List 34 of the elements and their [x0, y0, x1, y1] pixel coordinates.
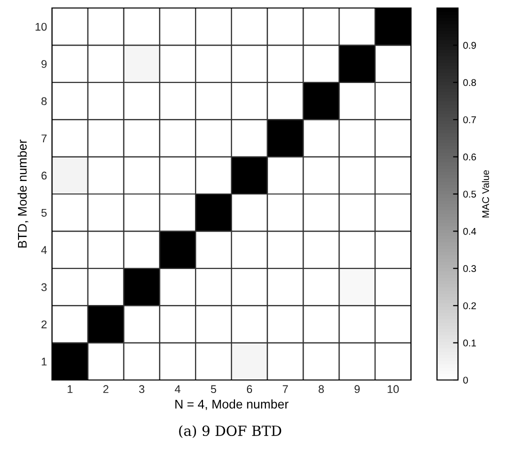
- y-tick-label: 6: [42, 172, 47, 180]
- y-tick-label: 4: [41, 246, 47, 254]
- x-tick-label: 2: [103, 385, 108, 393]
- color-bar-label: 0.8: [463, 79, 476, 86]
- color-bar-label: 0.3: [463, 265, 476, 272]
- y-tick-label: 10: [36, 22, 47, 31]
- x-tick-label: 4: [174, 385, 180, 393]
- x-tick-label: 10: [388, 385, 399, 394]
- y-tick-label: 9: [41, 60, 47, 68]
- x-tick-label: 9: [354, 385, 360, 394]
- text: (a) 9 DOF BTD: [179, 425, 282, 438]
- x-axis-title: N = 4, Mode number: [175, 399, 288, 410]
- y-tick-label: 5: [41, 208, 47, 217]
- x-tick-label: 8: [318, 385, 324, 394]
- y-tick-label: 1: [42, 358, 47, 366]
- x-tick-label: 7: [282, 385, 288, 393]
- color-bar-label: 0.9: [463, 42, 476, 49]
- color-bar-label: 0: [463, 376, 468, 384]
- y-tick-label: 2: [42, 320, 47, 328]
- x-tick-label: 5: [210, 385, 216, 394]
- color-bar-label: 0.2: [463, 302, 476, 310]
- y-tick-label: 8: [41, 97, 47, 106]
- y-tick-label: 7: [42, 134, 47, 142]
- color-bar-label: 0.6: [463, 154, 476, 160]
- x-tick-label: 1: [68, 385, 72, 393]
- y-axis-title: BTD, Mode number: [18, 140, 28, 248]
- color-bar-label: 0.5: [463, 190, 476, 198]
- color-bar-title: MAC Value: [482, 170, 490, 218]
- color-bar-label: 0.1: [463, 340, 476, 346]
- x-tick-label: 3: [139, 385, 144, 394]
- y-tick-label: 3: [41, 283, 47, 292]
- color-bar-label: 0.4: [463, 228, 476, 235]
- x-tick-label: 6: [246, 385, 252, 394]
- color-bar-label: 0.7: [463, 116, 476, 124]
